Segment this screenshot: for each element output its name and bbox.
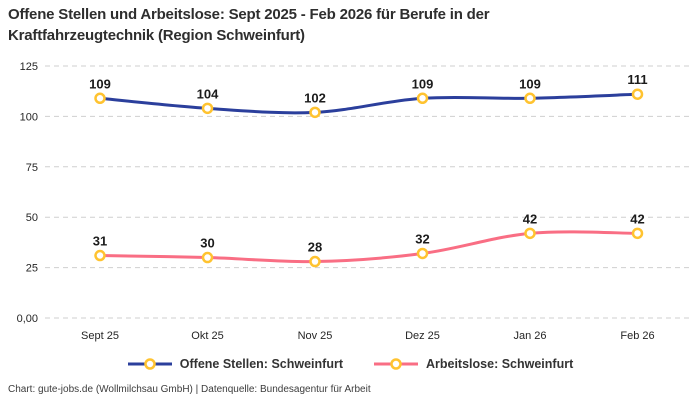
x-tick-label: Feb 26 [620,330,654,342]
data-point-marker [94,92,106,105]
series-line-0 [98,92,639,115]
legend-line-marker-icon [127,358,172,370]
data-point-label: 32 [415,231,429,246]
y-tick-label: 0,00 [17,313,38,325]
x-tick-label: Sept 25 [81,330,119,342]
data-point-marker [524,227,536,240]
data-point-marker [631,88,644,100]
legend-label-arbeitslose: Arbeitslose: Schweinfurt [425,357,574,371]
x-tick-label: Okt 25 [191,330,223,342]
data-point-label: 109 [89,76,111,91]
data-point-marker [201,251,214,264]
data-point-marker [309,106,321,119]
y-tick-label: 50 [26,212,38,224]
data-point-marker [309,255,321,268]
x-tick-label: Dez 25 [405,330,440,342]
y-tick-label: 25 [26,263,38,275]
data-point-label: 30 [200,236,214,251]
data-point-label: 109 [519,76,541,91]
data-point-marker [631,227,644,240]
legend-label-offene-stellen: Offene Stellen: Schweinfurt [179,357,343,371]
data-point-label: 28 [308,240,322,255]
y-tick-label: 75 [26,162,38,174]
chart-legend: Offene Stellen: Schweinfurt Arbeitslose:… [0,357,700,371]
data-point-label: 109 [412,76,434,91]
data-point-label: 31 [93,234,107,249]
y-tick-label: 100 [20,111,38,123]
data-point-label: 42 [630,211,644,226]
series-line-1 [98,230,639,264]
data-point-label: 111 [627,72,647,87]
line-chart: 0,00 25 50 75 100 125 Sept 25 Okt 25 Nov 25 Dez 2… [17,61,692,342]
data-point-marker [201,102,214,115]
data-point-marker [416,247,429,260]
data-point-marker [524,92,536,105]
legend-line-marker-icon [373,358,418,370]
data-point-marker [416,92,429,105]
data-point-marker [94,249,106,262]
x-tick-label: Nov 25 [298,330,333,342]
legend-item-arbeitslose: Arbeitslose: Schweinfurt [373,357,573,371]
legend-item-offene-stellen: Offene Stellen: Schweinfurt [127,357,343,371]
data-point-label: 102 [304,90,326,105]
x-tick-label: Jan 26 [513,330,546,342]
data-point-label: 42 [523,211,537,226]
y-tick-label: 125 [20,61,38,73]
chart-title: Offene Stellen und Arbeitslose: Sept 202… [8,6,490,44]
data-point-label: 104 [197,86,219,101]
attribution-footer: Chart: gute-jobs.de (Wollmilchsau GmbH) … [8,384,371,395]
